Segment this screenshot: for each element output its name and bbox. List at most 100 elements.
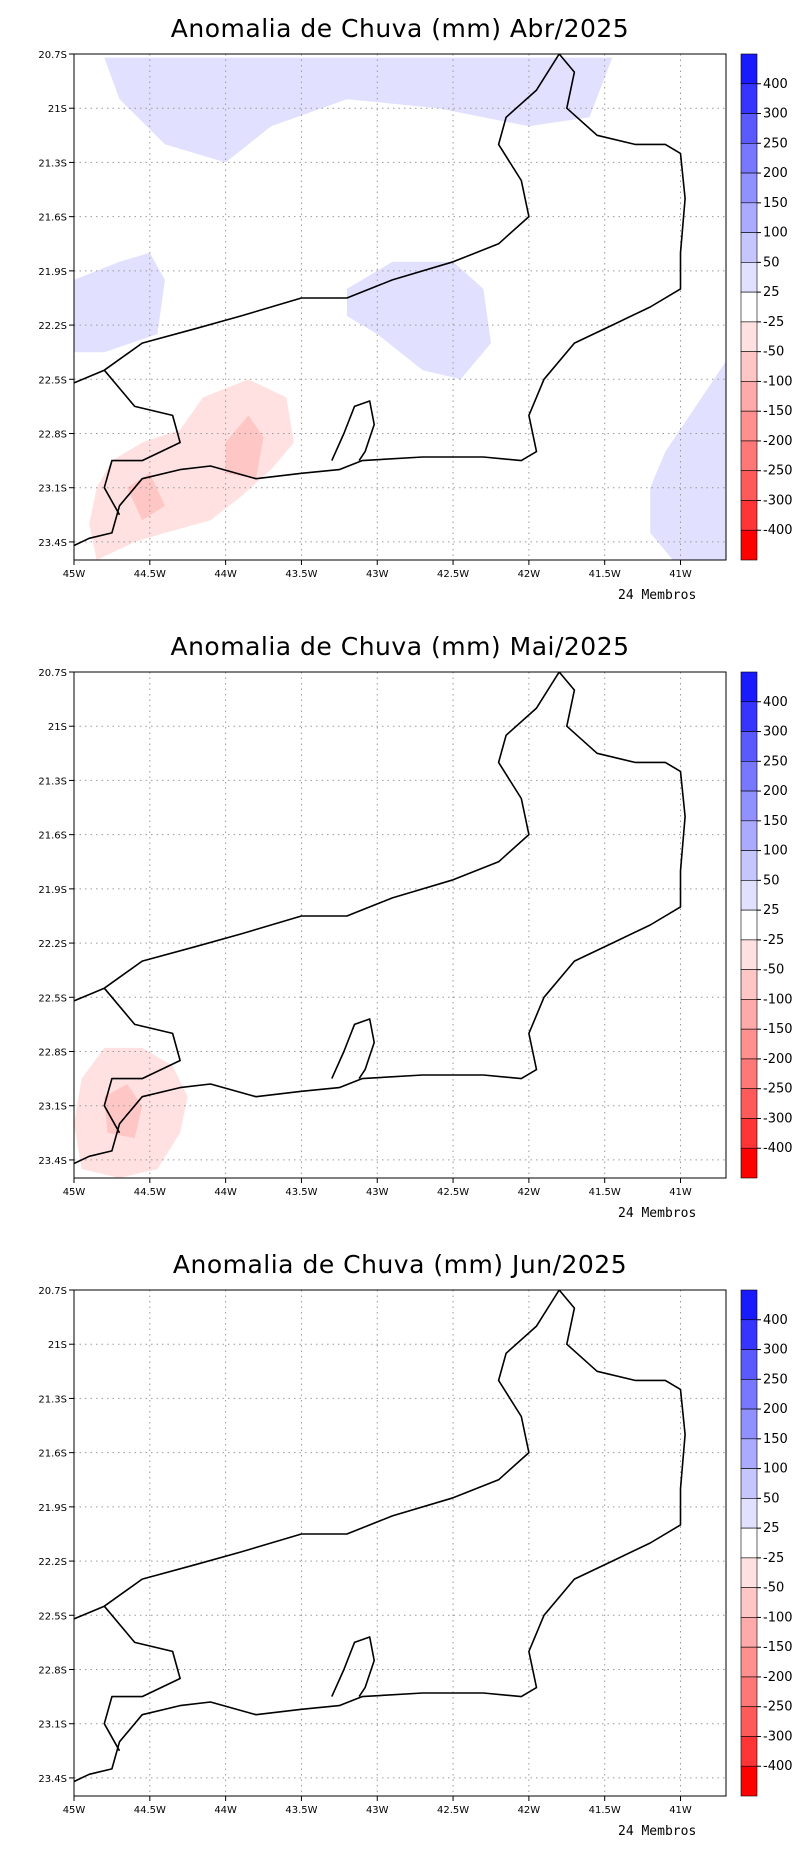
members-note: 24 Membros <box>618 1206 697 1221</box>
lat-tick-label: 21.3S <box>38 1394 67 1405</box>
colorbar-label: -250 <box>763 1082 793 1097</box>
anomaly-region <box>89 379 294 560</box>
plot-frame <box>73 53 727 561</box>
colorbar-label: 400 <box>763 1313 788 1328</box>
lon-tick-label: 42.5W <box>437 569 469 580</box>
map-panel-mai: Anomalia de Chuva (mm) Mai/2025 45W 44.5W… <box>0 618 800 1236</box>
colorbar-swatch <box>740 939 758 970</box>
lon-tick-label: 44.5W <box>134 1805 166 1816</box>
anomaly-layer <box>74 57 726 560</box>
guanabara-bay <box>331 400 376 462</box>
colorbar-label: -25 <box>763 315 784 330</box>
state-boundary <box>74 1290 686 1783</box>
lat-tick-label: 22.2S <box>38 1557 67 1568</box>
lon-tick-label: 43.5W <box>285 569 317 580</box>
colorbar-swatch <box>740 410 758 442</box>
boundary-layer <box>74 54 686 547</box>
lat-tick-label: 23.4S <box>38 1156 67 1167</box>
colorbar-swatch <box>740 1289 758 1321</box>
lat-tick-label: 20.7S <box>38 668 67 679</box>
lat-tick-label: 21S <box>48 722 67 733</box>
colorbar-swatch <box>740 1527 758 1559</box>
lon-tick-label: 43.5W <box>285 1805 317 1816</box>
anomaly-region <box>104 57 613 163</box>
lat-tick-label: 23.1S <box>38 1102 67 1113</box>
lon-tick-label: 41.5W <box>589 569 621 580</box>
colorbar-label: 100 <box>763 1462 788 1477</box>
lat-tick-label: 22.5S <box>38 1611 67 1622</box>
colorbar-label: -400 <box>763 523 793 538</box>
map-figure: 45W 44.5W 44W 43.5W 43W 42.5W 42W 41.5W 41W 20.7S… <box>38 1286 793 1816</box>
colorbar-swatch <box>740 1378 758 1410</box>
colorbar-label: -100 <box>763 374 793 389</box>
colorbar-label: -200 <box>763 1670 793 1685</box>
colorbar-label: -50 <box>763 345 784 360</box>
colorbar-label: -50 <box>763 1581 784 1596</box>
map-figure: 45W 44.5W 44W 43.5W 43W 42.5W 42W 41.5W 41W 20.7S… <box>38 668 793 1198</box>
colorbar-label: 400 <box>763 695 788 710</box>
colorbar-label: -150 <box>763 404 793 419</box>
lon-tick-label: 42W <box>518 1187 541 1198</box>
colorbar-swatch <box>740 1438 758 1469</box>
lat-tick-label: 22.5S <box>38 375 67 386</box>
colorbar-label: 50 <box>763 255 780 270</box>
colorbar-swatch <box>740 172 758 204</box>
colorbar-label: 300 <box>763 725 788 740</box>
lat-tick-label: 21.3S <box>38 776 67 787</box>
colorbar-label: -300 <box>763 493 793 508</box>
colorbar-swatch <box>740 53 758 85</box>
state-boundary <box>74 672 686 1165</box>
lon-tick-label: 44.5W <box>134 1187 166 1198</box>
lat-tick-label: 22.8S <box>38 1048 67 1059</box>
colorbar-swatch <box>740 381 758 412</box>
lat-tick-label: 21.9S <box>38 267 67 278</box>
colorbar-swatch <box>740 731 758 762</box>
lat-tick-label: 21.3S <box>38 158 67 169</box>
lon-tick-label: 41.5W <box>589 1187 621 1198</box>
colorbar-label: -250 <box>763 464 793 479</box>
colorbar-swatch <box>740 1498 758 1529</box>
map-panel-abr: Anomalia de Chuva (mm) Abr/2025 45W 44.5W… <box>0 0 800 618</box>
lat-tick-label: 21.6S <box>38 831 67 842</box>
boundary-layer <box>74 1290 686 1783</box>
colorbar-label: 50 <box>763 1491 780 1506</box>
lon-tick-label: 43W <box>366 1805 389 1816</box>
colorbar-label: -50 <box>763 963 784 978</box>
colorbar-label: 150 <box>763 1432 788 1447</box>
colorbar-swatch <box>740 1468 758 1499</box>
anomaly-layer <box>74 1047 188 1178</box>
lon-tick-label: 44.5W <box>134 569 166 580</box>
colorbar-label: 300 <box>763 107 788 122</box>
state-boundary <box>74 54 686 547</box>
west-boundary <box>103 987 181 1134</box>
colorbar-label: 25 <box>763 285 780 300</box>
colorbar-swatch <box>740 880 758 911</box>
lon-tick-label: 41W <box>669 569 692 580</box>
colorbar-label: 250 <box>763 136 788 151</box>
colorbar-swatch <box>740 1617 758 1648</box>
colorbar-swatch <box>740 1319 758 1350</box>
colorbar-swatch <box>740 790 758 822</box>
colorbar-label: 200 <box>763 1402 788 1417</box>
lat-tick-label: 23.1S <box>38 484 67 495</box>
colorbar-swatch <box>740 671 758 703</box>
colorbar-swatch <box>740 1765 758 1797</box>
colorbar-label: -400 <box>763 1141 793 1156</box>
colorbar-swatch <box>740 1028 758 1060</box>
members-note: 24 Membros <box>618 1824 697 1839</box>
colorbar-label: -250 <box>763 1700 793 1715</box>
colorbar-label: -300 <box>763 1111 793 1126</box>
colorbar-label: -150 <box>763 1640 793 1655</box>
colorbar-swatch <box>740 351 758 382</box>
lat-tick-label: 20.7S <box>38 1286 67 1297</box>
colorbar-swatch <box>740 321 758 352</box>
colorbar-label: -400 <box>763 1759 793 1774</box>
lat-tick-label: 23.1S <box>38 1720 67 1731</box>
colorbar-swatch <box>740 83 758 114</box>
colorbar-label: 150 <box>763 196 788 211</box>
panel-title: Anomalia de Chuva (mm) Jun/2025 <box>172 1250 628 1279</box>
colorbar-swatch <box>740 1676 758 1708</box>
guanabara-bay <box>331 1636 376 1698</box>
anomaly-region <box>74 252 165 353</box>
colorbar-label: 300 <box>763 1343 788 1358</box>
